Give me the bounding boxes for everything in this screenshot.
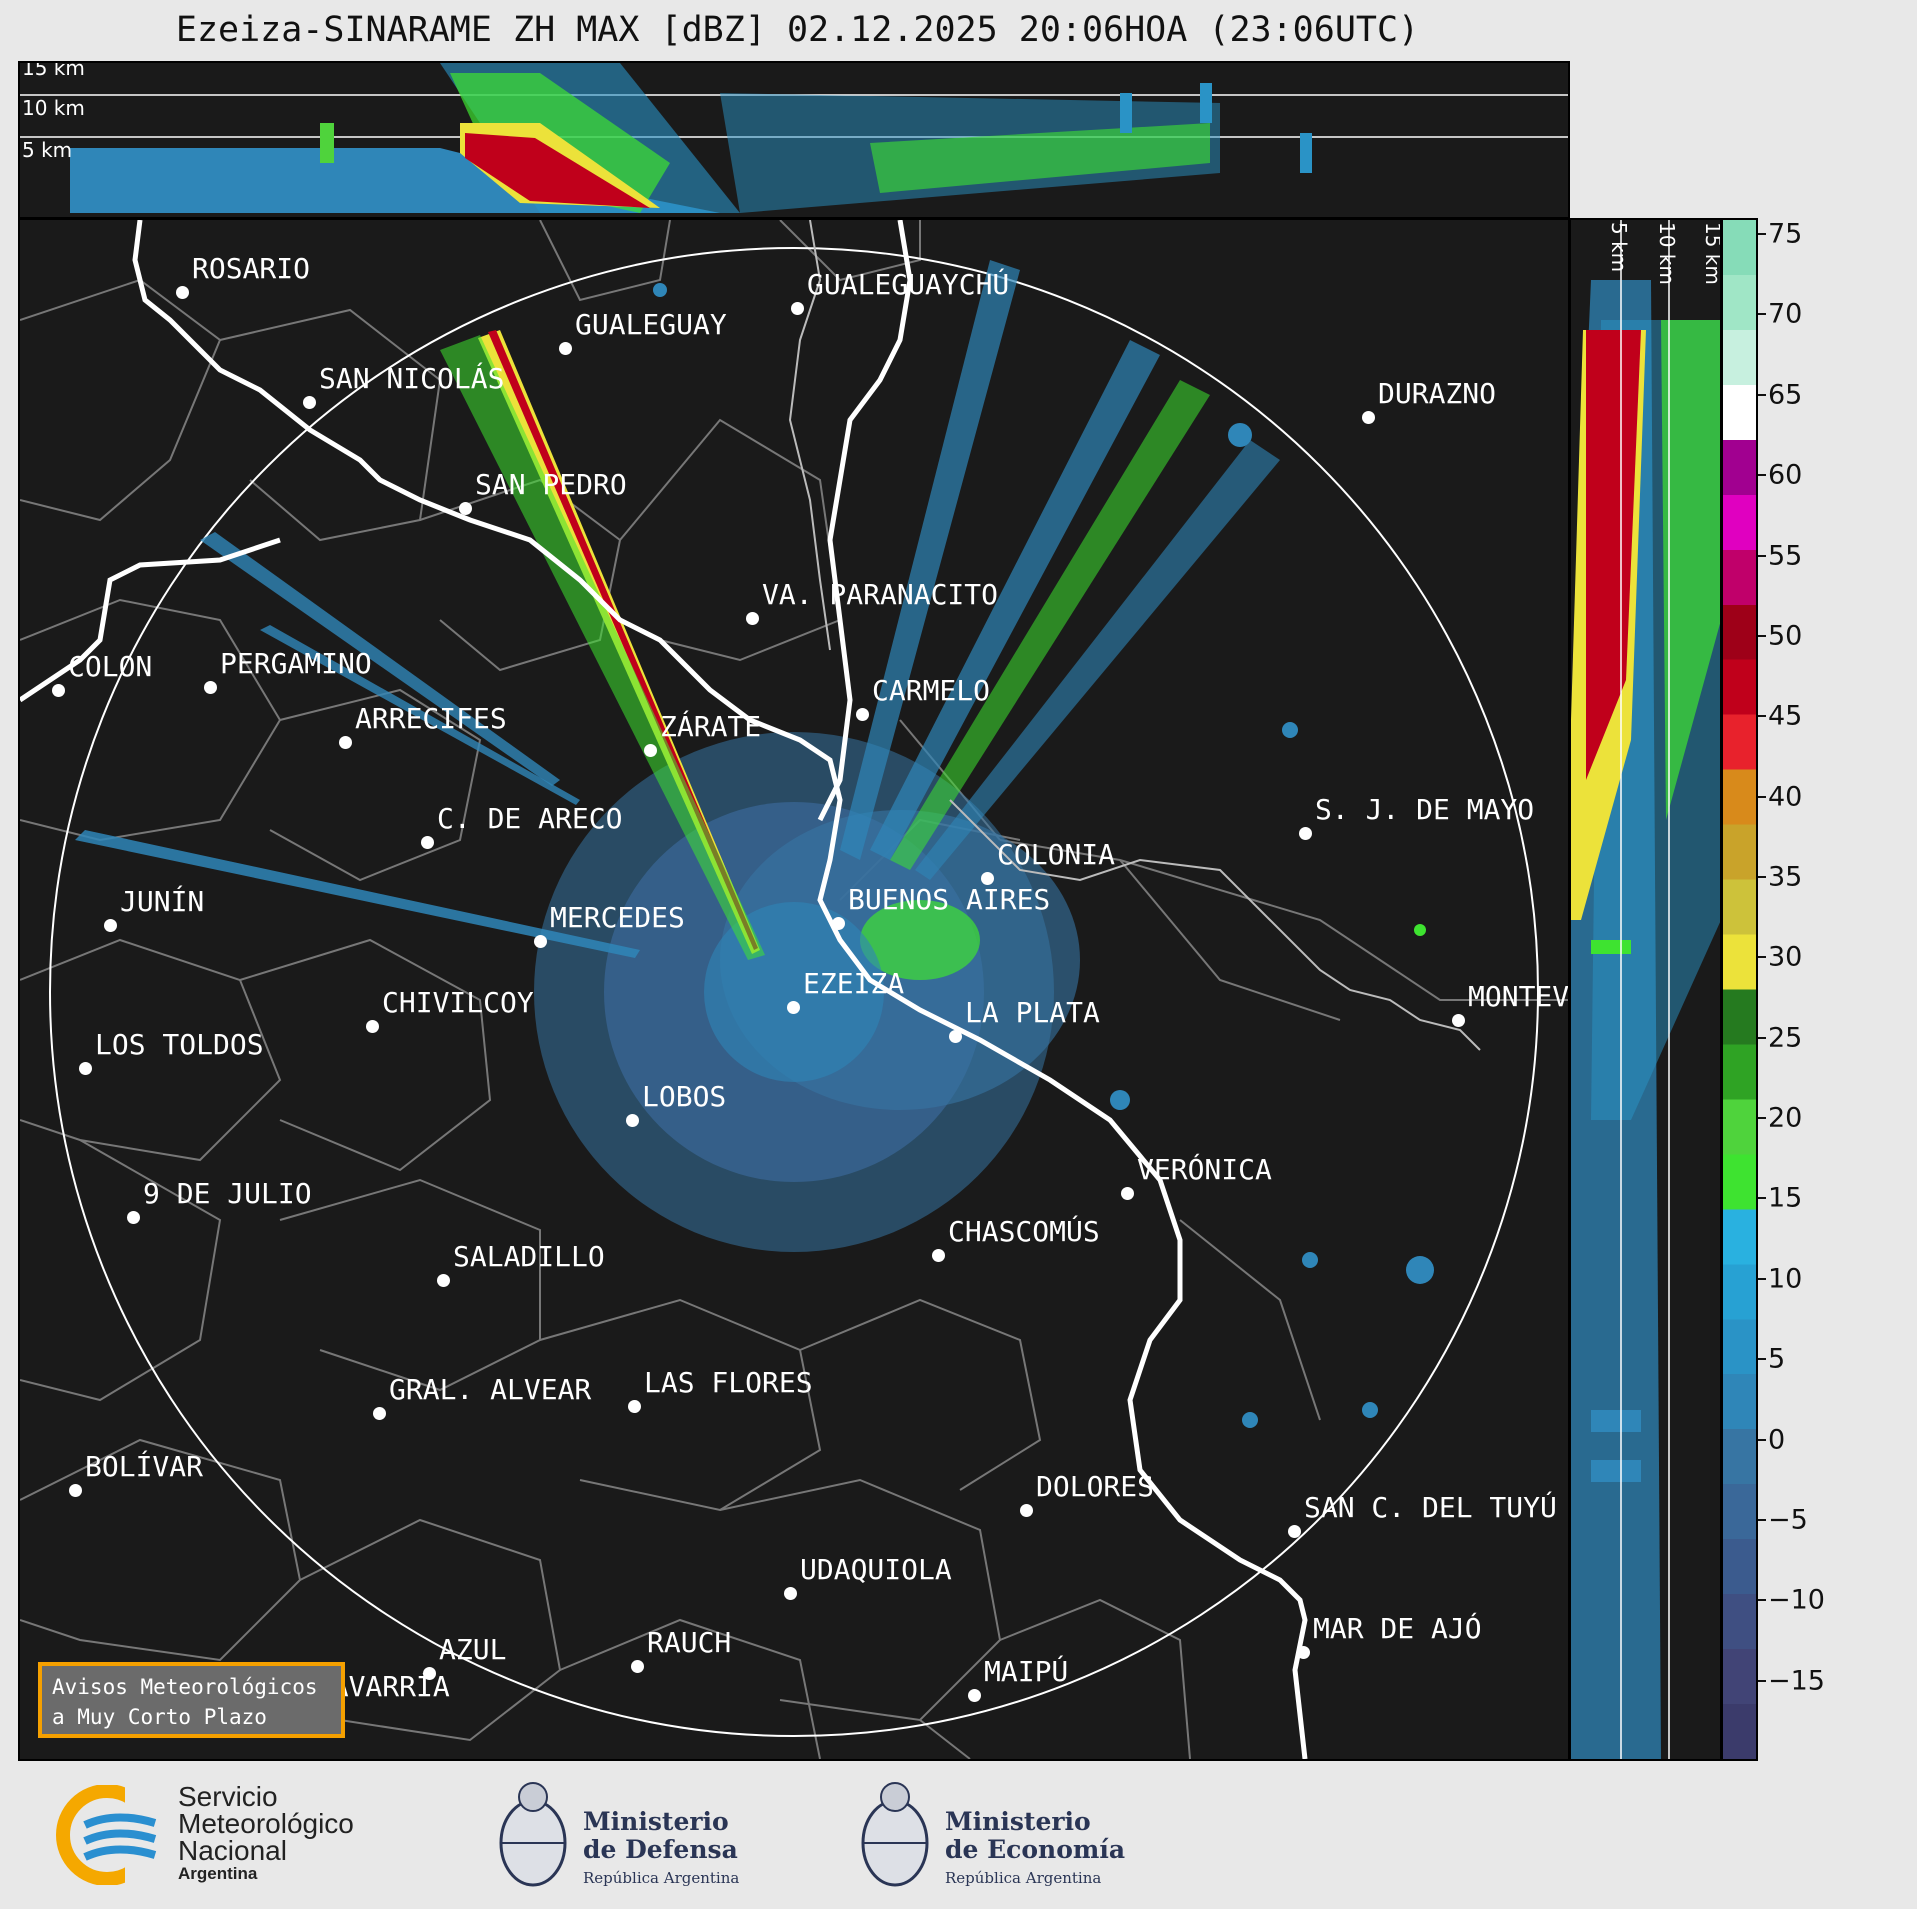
colorbar-tick-label: 75 xyxy=(1768,218,1803,250)
defensa-logo-text: Ministerio de Defensa República Argentin… xyxy=(583,1807,740,1888)
radar-map-panel: ROSARIO GUALEGUAYCHÚ GUALEGUAY SAN NICOL… xyxy=(18,218,1570,1761)
colorbar-tick-label: 65 xyxy=(1768,379,1803,411)
colorbar-tick-label: 60 xyxy=(1768,459,1803,491)
colorbar-tick-label: 10 xyxy=(1768,1263,1803,1295)
avisos-line2: a Muy Corto Plazo xyxy=(52,1705,267,1729)
colorbar-tick xyxy=(1758,1438,1766,1441)
colorbar-tick xyxy=(1758,956,1766,959)
economia-logo-text: Ministerio de Economía República Argenti… xyxy=(945,1807,1126,1888)
colorbar-tick xyxy=(1758,1036,1766,1039)
top-km-label-5: 5 km xyxy=(22,138,73,162)
economia-coat-of-arms-icon xyxy=(861,1782,929,1887)
top-km-label-15: 15 km xyxy=(22,61,85,80)
top-cross-section-graphic xyxy=(20,63,1568,213)
colorbar-tick-label: 0 xyxy=(1768,1424,1786,1456)
colorbar-tick-label: 70 xyxy=(1768,298,1803,330)
colorbar-tick-label: 35 xyxy=(1768,861,1803,893)
defensa-coat-of-arms-icon xyxy=(499,1782,567,1887)
colorbar-tick xyxy=(1758,1358,1766,1361)
footer-logos: Servicio Meteorológico Nacional Argentin… xyxy=(0,1763,1917,1909)
colorbar-tick-label: 20 xyxy=(1768,1102,1803,1134)
side-km-label-10: 10 km xyxy=(1655,222,1679,285)
colorbar-tick-label: 30 xyxy=(1768,941,1803,973)
top-km-label-10: 10 km xyxy=(22,96,85,120)
top-cross-section-panel: 15 km 10 km 5 km xyxy=(18,61,1570,219)
colorbar-tick-label: 45 xyxy=(1768,700,1803,732)
smn-logo-text: Servicio Meteorológico Nacional Argentin… xyxy=(178,1781,354,1884)
avisos-line1: Avisos Meteorológicos xyxy=(52,1675,318,1699)
colorbar-tick-label: 55 xyxy=(1768,540,1803,572)
colorbar-tick-label: 40 xyxy=(1768,781,1803,813)
colorbar-tick xyxy=(1758,875,1766,878)
colorbar-tick-label: −5 xyxy=(1768,1504,1808,1536)
radar-echoes xyxy=(75,260,1434,1428)
colorbar-tick xyxy=(1758,1197,1766,1200)
colorbar-tick-label: 15 xyxy=(1768,1182,1803,1214)
colorbar-tick xyxy=(1758,1599,1766,1602)
coastline xyxy=(20,220,1308,1759)
colorbar-tick xyxy=(1758,233,1766,236)
colorbar-tick xyxy=(1758,634,1766,637)
colorbar-tick xyxy=(1758,1117,1766,1120)
dbz-colorbar xyxy=(1721,218,1758,1761)
side-km-label-15: 15 km xyxy=(1701,222,1722,285)
side-cross-section-panel: 5 km 10 km 15 km xyxy=(1569,218,1722,1761)
rivers xyxy=(788,220,1481,1051)
colorbar-tick-label: −10 xyxy=(1768,1584,1825,1616)
radar-range-ring xyxy=(49,247,1539,1737)
colorbar-tick-label: 25 xyxy=(1768,1022,1803,1054)
side-km-label-5: 5 km xyxy=(1607,222,1631,273)
colorbar-tick xyxy=(1758,474,1766,477)
radar-map-graphic xyxy=(20,220,1568,1759)
colorbar-tick xyxy=(1758,1277,1766,1280)
colorbar-tick xyxy=(1758,393,1766,396)
chart-title: Ezeiza-SINARAME ZH MAX [dBZ] 02.12.2025 … xyxy=(175,10,1420,50)
avisos-link-box[interactable]: Avisos Meteorológicos a Muy Corto Plazo xyxy=(38,1662,345,1738)
colorbar-tick xyxy=(1758,554,1766,557)
colorbar-tick xyxy=(1758,313,1766,316)
colorbar-tick xyxy=(1758,795,1766,798)
colorbar-tick xyxy=(1758,1518,1766,1521)
colorbar-tick-label: −15 xyxy=(1768,1665,1825,1697)
smn-logo-icon xyxy=(56,1785,165,1885)
colorbar-tick-label: 50 xyxy=(1768,620,1803,652)
side-cross-section-graphic xyxy=(1571,220,1720,1759)
colorbar-tick xyxy=(1758,1679,1766,1682)
colorbar-tick xyxy=(1758,715,1766,718)
colorbar-tick-label: 5 xyxy=(1768,1343,1786,1375)
